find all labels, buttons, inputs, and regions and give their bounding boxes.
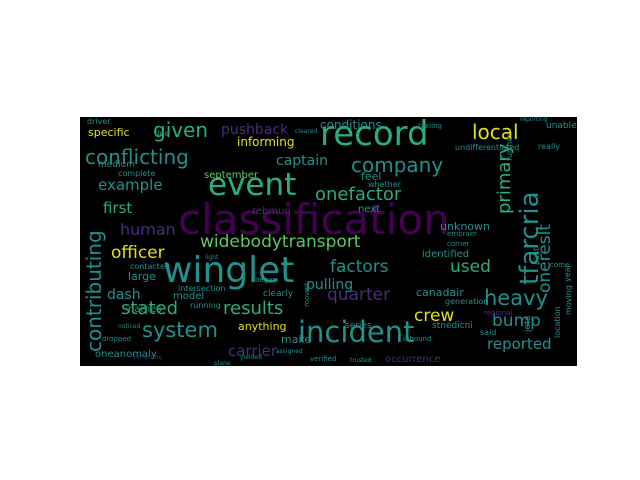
cloud-word: noticed: [118, 323, 141, 330]
cloud-word: quarter: [327, 285, 391, 305]
cloud-word: large: [128, 270, 156, 283]
cloud-word: dropped: [102, 335, 132, 343]
cloud-word: reported: [487, 335, 552, 353]
cloud-word: make: [281, 333, 312, 346]
cloud-word: generation: [445, 297, 489, 306]
cloud-word: running: [190, 301, 221, 310]
cloud-word: driver: [87, 117, 111, 126]
cloud-word: event: [208, 167, 297, 203]
cloud-word: series: [345, 321, 372, 331]
cloud-word: said: [480, 328, 497, 337]
cloud-word: regional: [484, 309, 513, 317]
cloud-word: stated: [121, 298, 179, 319]
cloud-word: verified: [310, 355, 337, 363]
cloud-word: assigned: [276, 348, 303, 355]
cloud-word: come: [550, 261, 570, 269]
cloud-word: conditions: [320, 118, 382, 132]
cloud-word: past: [532, 247, 541, 265]
cloud-word: yielded: [240, 354, 262, 361]
cloud-word: line: [155, 129, 170, 138]
cloud-word: officer: [111, 243, 165, 263]
cloud-word: trusted: [350, 357, 372, 364]
cloud-word: used: [450, 257, 491, 277]
cloud-word: incident: [298, 315, 415, 349]
cloud-word: september: [204, 170, 259, 181]
cloud-word: anything: [238, 320, 287, 333]
cloud-word: local: [472, 120, 519, 144]
cloud-word: medium: [98, 160, 135, 170]
cloud-word: carrier: [228, 342, 278, 360]
cloud-word: crew: [414, 306, 455, 326]
cloud-word: captain: [276, 153, 328, 169]
cloud-word: pushback: [221, 122, 289, 138]
cloud-word: embraer: [447, 230, 477, 238]
cloud-word: system: [142, 318, 218, 342]
cloud-word: rebmun: [252, 206, 291, 217]
cloud-word: model: [173, 291, 205, 302]
cloud-word: winglet: [163, 250, 295, 291]
cloud-word: contributing: [82, 230, 106, 352]
cloud-word: jets: [523, 315, 533, 332]
cloud-word: stnedicni: [432, 321, 473, 331]
cloud-word: cleared: [295, 128, 318, 135]
cloud-word: pulling: [306, 277, 354, 293]
cloud-word: next: [358, 204, 381, 215]
cloud-word: widebodytransport: [200, 232, 361, 252]
cloud-word: occurrence: [385, 354, 441, 365]
cloud-word: heavy: [484, 286, 548, 310]
cloud-word: plane: [214, 360, 231, 367]
cloud-word: corner: [447, 240, 470, 248]
cloud-word: light: [205, 254, 219, 261]
cloud-word: undifferentiated: [455, 143, 520, 152]
cloud-word: further: [505, 133, 514, 161]
cloud-word: whether: [368, 180, 401, 189]
cloud-word: unable: [546, 121, 577, 131]
cloud-word: first: [103, 199, 133, 217]
cloud-word: identified: [422, 249, 470, 260]
cloud-word: contacted: [130, 262, 170, 271]
cloud-word: location: [553, 306, 562, 338]
cloud-word: example: [98, 176, 163, 194]
cloud-word: bump: [492, 311, 541, 331]
cloud-word: onefactor: [315, 184, 402, 205]
cloud-word: intersection: [178, 284, 226, 293]
cloud-word: clearly: [263, 289, 294, 299]
cloud-word: unknown: [440, 220, 490, 233]
cloud-word: oneanomaly: [95, 349, 157, 360]
cloud-word: feel: [361, 170, 382, 183]
cloud-word: began: [255, 276, 277, 284]
cloud-word: complete: [118, 169, 156, 178]
cloud-word: really: [538, 142, 561, 151]
cloud-word: moving: [564, 285, 573, 315]
cloud-word: reporting: [520, 117, 548, 123]
cloud-word: canadair: [416, 286, 464, 299]
cloud-word: specific: [88, 126, 130, 139]
cloud-word: moved: [303, 283, 311, 307]
cloud-word: occurring: [134, 354, 163, 361]
cloud-word: names: [128, 304, 162, 315]
cloud-word: taxiing: [418, 122, 442, 130]
cloud-word: factors: [330, 257, 389, 277]
cloud-word: results: [223, 298, 284, 319]
cloud-word: informing: [237, 135, 295, 149]
cloud-word: record: [320, 117, 429, 154]
cloud-word: classification: [178, 195, 450, 244]
cloud-word: inbound: [403, 335, 432, 343]
cloud-word: human: [120, 220, 176, 239]
cloud-word: conflicting: [85, 145, 189, 169]
word-cloud: classification incident winglet record event…: [80, 117, 577, 366]
cloud-word: company: [351, 153, 444, 177]
cloud-word: given: [153, 118, 209, 142]
cloud-word: dash: [107, 287, 141, 303]
